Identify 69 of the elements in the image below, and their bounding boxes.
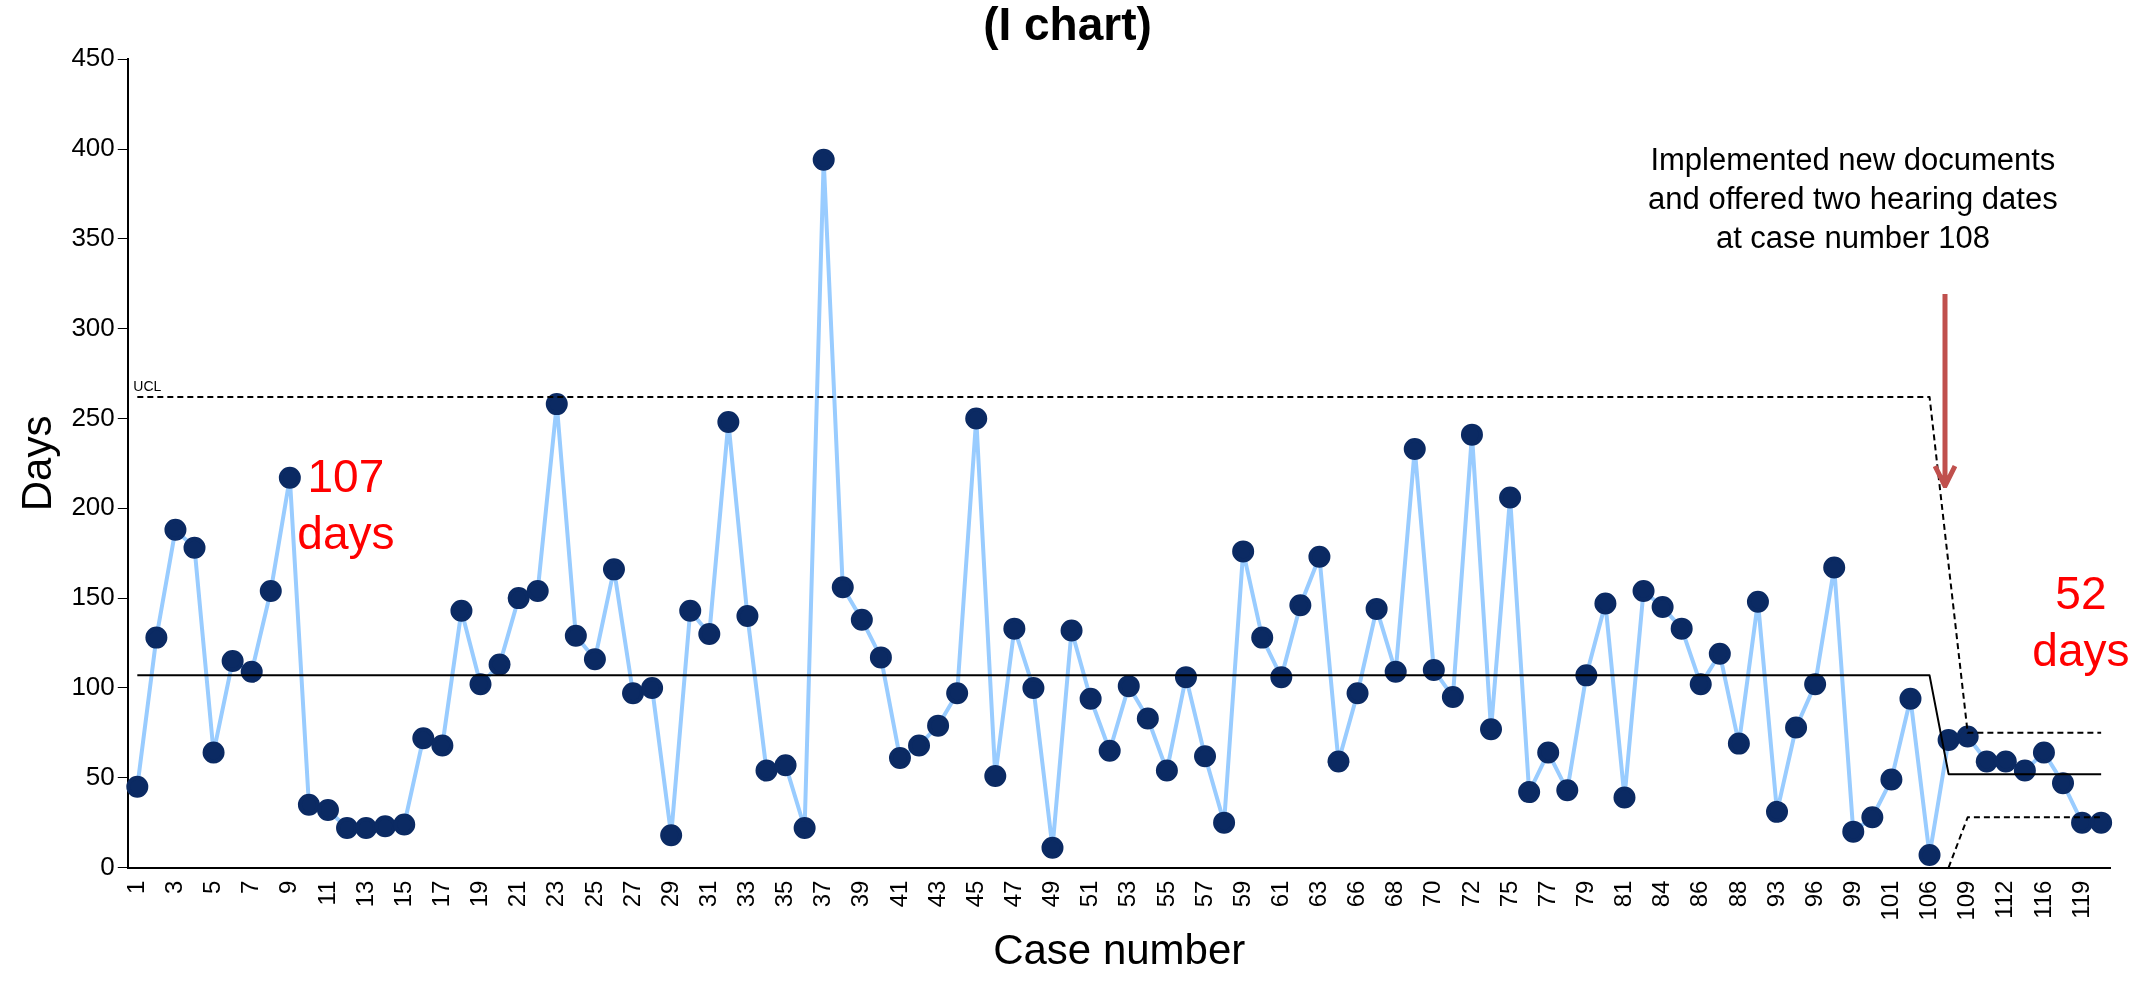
x-tick-label: 3: [160, 880, 188, 894]
x-tick-label: 11: [312, 880, 340, 906]
x-tick-label: 17: [427, 880, 454, 908]
x-tick-label: 7: [236, 880, 264, 894]
x-tick-label: 96: [1799, 880, 1827, 908]
x-tick-label: 31: [693, 880, 721, 908]
x-tick-label: 99: [1837, 880, 1865, 908]
x-tick-label: 109: [1952, 880, 1980, 921]
x-tick-label: 66: [1342, 880, 1370, 908]
x-tick-label: 19: [465, 880, 493, 908]
x-tick-label: 112: [1990, 880, 2018, 919]
annotation: 107 days: [297, 449, 395, 560]
x-tick-label: 43: [922, 880, 950, 908]
x-tick-label: 86: [1685, 880, 1713, 908]
x-tick-label: 9: [274, 880, 302, 894]
x-tick-label: 116: [2028, 880, 2056, 919]
x-tick-label: 61: [1265, 880, 1293, 908]
x-tick-label: 77: [1532, 880, 1560, 908]
x-tick-label: 53: [1113, 880, 1141, 908]
x-tick-label: 21: [503, 880, 531, 908]
x-tick-label: 93: [1761, 880, 1789, 908]
x-tick-label: 106: [1914, 880, 1942, 921]
chart-title: (I chart): [983, 0, 1152, 51]
annotation: 52 days: [2032, 566, 2130, 677]
x-tick-label: 70: [1418, 880, 1446, 908]
x-tick-label: 29: [655, 880, 683, 908]
x-tick-label: 75: [1494, 880, 1522, 908]
x-tick-label: 72: [1456, 880, 1484, 908]
x-tick-label: 35: [770, 880, 798, 908]
x-tick-label: 49: [1037, 880, 1065, 908]
y-tick-label: 250: [71, 401, 115, 432]
x-tick-label: 79: [1570, 880, 1598, 908]
y-tick-label: 450: [71, 42, 115, 73]
y-tick-label: 150: [71, 581, 115, 612]
x-tick-label: 51: [1075, 880, 1103, 908]
x-tick-label: 63: [1304, 880, 1332, 908]
x-tick-label: 88: [1723, 880, 1751, 908]
x-tick-label: 13: [350, 880, 378, 908]
x-tick-label: 101: [1876, 880, 1904, 921]
y-axis-title: Days: [12, 415, 60, 512]
series-label: UCL: [133, 377, 162, 394]
x-tick-label: 39: [846, 880, 874, 908]
x-tick-label: 45: [960, 880, 988, 908]
x-tick-label: 15: [388, 880, 416, 908]
y-tick-label: 400: [71, 132, 115, 163]
y-tick-label: 200: [71, 491, 115, 522]
x-tick-label: 1: [121, 880, 149, 894]
x-tick-label: 84: [1647, 880, 1675, 908]
x-tick-label: 57: [1189, 880, 1217, 908]
x-tick-label: 37: [808, 880, 836, 908]
y-tick-label: 0: [100, 850, 115, 881]
x-tick-label: 33: [732, 880, 760, 908]
y-tick-label: 50: [85, 760, 115, 791]
x-tick-label: 81: [1609, 880, 1637, 908]
x-tick-label: 119: [2066, 880, 2094, 919]
x-tick-label: 41: [884, 880, 912, 908]
x-tick-label: 5: [198, 880, 226, 894]
x-tick-label: 25: [579, 880, 607, 908]
x-tick-label: 23: [541, 880, 569, 908]
y-tick-label: 300: [71, 311, 115, 342]
y-tick-label: 350: [71, 222, 115, 253]
y-tick-label: 100: [71, 671, 115, 702]
x-tick-label: 55: [1151, 880, 1179, 908]
annotation: Implemented new documents and offered two hearing dates at case number 108: [1648, 142, 2058, 255]
x-tick-label: 47: [998, 880, 1026, 908]
x-axis-title: Case number: [993, 926, 1246, 974]
x-tick-label: 27: [617, 880, 645, 908]
x-tick-label: 59: [1227, 880, 1255, 908]
x-tick-label: 68: [1380, 880, 1408, 908]
